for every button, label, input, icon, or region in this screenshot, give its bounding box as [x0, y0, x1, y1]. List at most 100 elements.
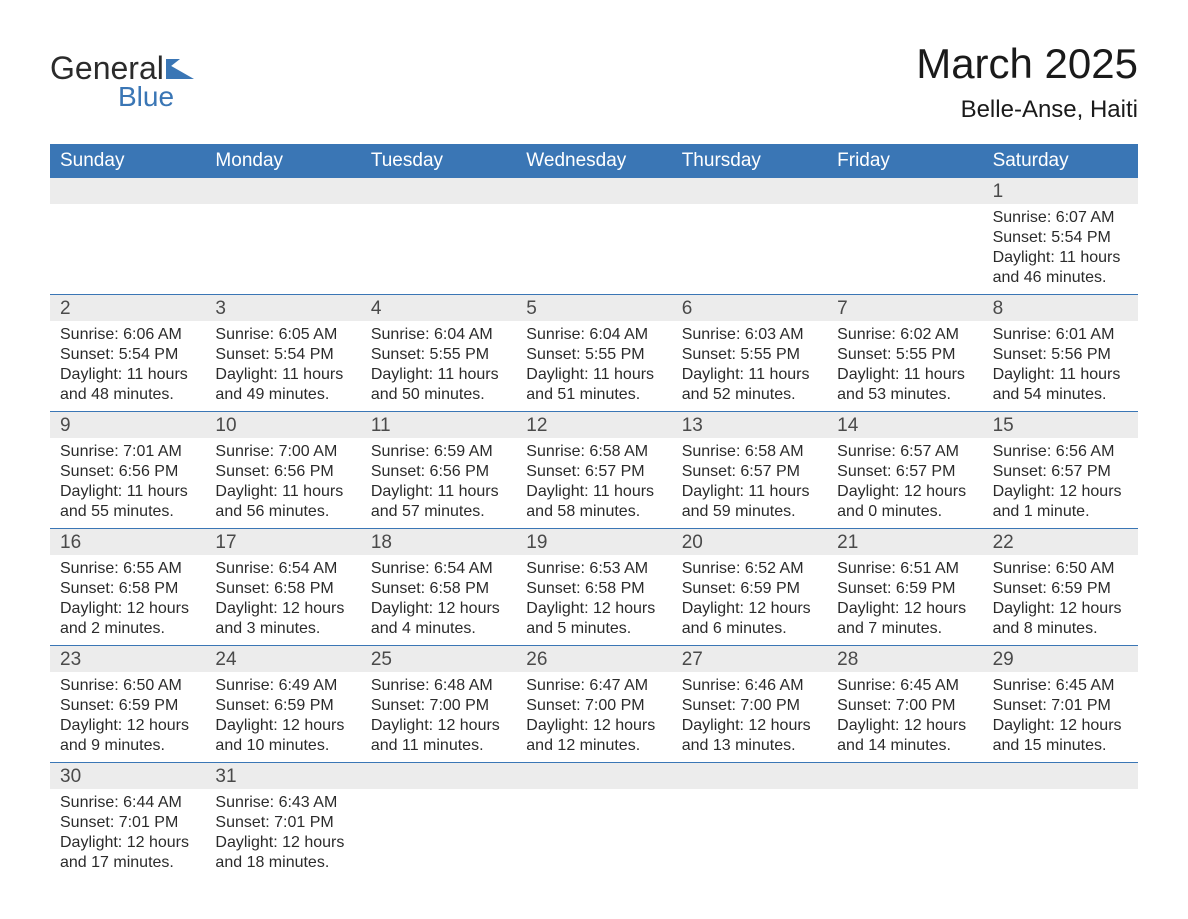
daylight-line1: Daylight: 12 hours: [60, 599, 195, 619]
day-cell: [50, 204, 205, 294]
sunset-text: Sunset: 6:59 PM: [837, 579, 972, 599]
daylight-line2: and 51 minutes.: [526, 385, 661, 405]
daylight-line1: Daylight: 12 hours: [60, 833, 195, 853]
day-number: [983, 763, 1138, 789]
daylight-line2: and 49 minutes.: [215, 385, 350, 405]
daylight-line1: Daylight: 11 hours: [60, 482, 195, 502]
day-number: [827, 178, 982, 204]
day-cell: Sunrise: 6:02 AMSunset: 5:55 PMDaylight:…: [827, 321, 982, 411]
day-number: [827, 763, 982, 789]
day-number: [672, 178, 827, 204]
day-cell: [827, 789, 982, 879]
day-number: 6: [672, 295, 827, 321]
daylight-line1: Daylight: 11 hours: [215, 482, 350, 502]
daylight-line2: and 46 minutes.: [993, 268, 1128, 288]
day-cell: Sunrise: 6:52 AMSunset: 6:59 PMDaylight:…: [672, 555, 827, 645]
sunset-text: Sunset: 5:54 PM: [215, 345, 350, 365]
day-number: 11: [361, 412, 516, 438]
day-cell: Sunrise: 6:59 AMSunset: 6:56 PMDaylight:…: [361, 438, 516, 528]
daylight-line2: and 12 minutes.: [526, 736, 661, 756]
daylight-line2: and 52 minutes.: [682, 385, 817, 405]
day-number-row: 1: [50, 178, 1138, 204]
day-number: 19: [516, 529, 671, 555]
daylight-line2: and 18 minutes.: [215, 853, 350, 873]
daylight-line1: Daylight: 11 hours: [371, 482, 506, 502]
day-cell: Sunrise: 6:54 AMSunset: 6:58 PMDaylight:…: [361, 555, 516, 645]
sunrise-text: Sunrise: 6:44 AM: [60, 793, 195, 813]
day-number: 15: [983, 412, 1138, 438]
day-cell: Sunrise: 6:05 AMSunset: 5:54 PMDaylight:…: [205, 321, 360, 411]
day-number: 3: [205, 295, 360, 321]
sunset-text: Sunset: 7:00 PM: [526, 696, 661, 716]
day-number-row: 3031: [50, 762, 1138, 789]
daylight-line1: Daylight: 12 hours: [215, 716, 350, 736]
sunrise-text: Sunrise: 6:52 AM: [682, 559, 817, 579]
sunset-text: Sunset: 6:56 PM: [215, 462, 350, 482]
sunset-text: Sunset: 5:54 PM: [993, 228, 1128, 248]
day-cell: Sunrise: 6:01 AMSunset: 5:56 PMDaylight:…: [983, 321, 1138, 411]
day-cell: Sunrise: 6:48 AMSunset: 7:00 PMDaylight:…: [361, 672, 516, 762]
daylight-line2: and 3 minutes.: [215, 619, 350, 639]
day-number: 22: [983, 529, 1138, 555]
sunrise-text: Sunrise: 6:45 AM: [993, 676, 1128, 696]
sunrise-text: Sunrise: 6:48 AM: [371, 676, 506, 696]
daylight-line2: and 59 minutes.: [682, 502, 817, 522]
weekday-thu: Thursday: [672, 144, 827, 178]
day-cell: Sunrise: 6:46 AMSunset: 7:00 PMDaylight:…: [672, 672, 827, 762]
sunrise-text: Sunrise: 6:54 AM: [215, 559, 350, 579]
sunrise-text: Sunrise: 6:45 AM: [837, 676, 972, 696]
day-cell: Sunrise: 6:50 AMSunset: 6:59 PMDaylight:…: [50, 672, 205, 762]
day-number: 18: [361, 529, 516, 555]
day-number: 13: [672, 412, 827, 438]
sunset-text: Sunset: 6:57 PM: [993, 462, 1128, 482]
day-cell: [516, 789, 671, 879]
daylight-line1: Daylight: 11 hours: [215, 365, 350, 385]
daylight-line2: and 4 minutes.: [371, 619, 506, 639]
daylight-line2: and 10 minutes.: [215, 736, 350, 756]
week-body-row: Sunrise: 6:50 AMSunset: 6:59 PMDaylight:…: [50, 672, 1138, 762]
daylight-line2: and 1 minute.: [993, 502, 1128, 522]
daylight-line2: and 55 minutes.: [60, 502, 195, 522]
daylight-line1: Daylight: 12 hours: [682, 716, 817, 736]
daylight-line2: and 9 minutes.: [60, 736, 195, 756]
day-number: [672, 763, 827, 789]
sunrise-text: Sunrise: 7:01 AM: [60, 442, 195, 462]
sunset-text: Sunset: 6:58 PM: [215, 579, 350, 599]
month-title: March 2025: [916, 40, 1138, 88]
daylight-line2: and 7 minutes.: [837, 619, 972, 639]
sunset-text: Sunset: 7:00 PM: [371, 696, 506, 716]
day-number: 8: [983, 295, 1138, 321]
sunset-text: Sunset: 7:01 PM: [215, 813, 350, 833]
sunset-text: Sunset: 6:59 PM: [993, 579, 1128, 599]
day-number: 29: [983, 646, 1138, 672]
daylight-line2: and 58 minutes.: [526, 502, 661, 522]
daylight-line2: and 17 minutes.: [60, 853, 195, 873]
daylight-line2: and 48 minutes.: [60, 385, 195, 405]
day-number: 2: [50, 295, 205, 321]
weekday-mon: Monday: [205, 144, 360, 178]
sunrise-text: Sunrise: 6:57 AM: [837, 442, 972, 462]
day-number: 5: [516, 295, 671, 321]
day-cell: [983, 789, 1138, 879]
sunrise-text: Sunrise: 6:04 AM: [371, 325, 506, 345]
day-number: [205, 178, 360, 204]
daylight-line1: Daylight: 11 hours: [371, 365, 506, 385]
daylight-line1: Daylight: 11 hours: [682, 365, 817, 385]
daylight-line1: Daylight: 12 hours: [371, 716, 506, 736]
sunrise-text: Sunrise: 6:47 AM: [526, 676, 661, 696]
day-cell: Sunrise: 6:06 AMSunset: 5:54 PMDaylight:…: [50, 321, 205, 411]
daylight-line1: Daylight: 12 hours: [215, 599, 350, 619]
daylight-line1: Daylight: 12 hours: [837, 482, 972, 502]
sunset-text: Sunset: 6:58 PM: [371, 579, 506, 599]
day-number: 9: [50, 412, 205, 438]
day-cell: Sunrise: 7:00 AMSunset: 6:56 PMDaylight:…: [205, 438, 360, 528]
daylight-line2: and 15 minutes.: [993, 736, 1128, 756]
daylight-line1: Daylight: 12 hours: [837, 599, 972, 619]
day-cell: Sunrise: 7:01 AMSunset: 6:56 PMDaylight:…: [50, 438, 205, 528]
daylight-line1: Daylight: 12 hours: [526, 599, 661, 619]
day-cell: [205, 204, 360, 294]
day-cell: Sunrise: 6:57 AMSunset: 6:57 PMDaylight:…: [827, 438, 982, 528]
sunrise-text: Sunrise: 6:04 AM: [526, 325, 661, 345]
sunrise-text: Sunrise: 6:50 AM: [60, 676, 195, 696]
daylight-line2: and 56 minutes.: [215, 502, 350, 522]
